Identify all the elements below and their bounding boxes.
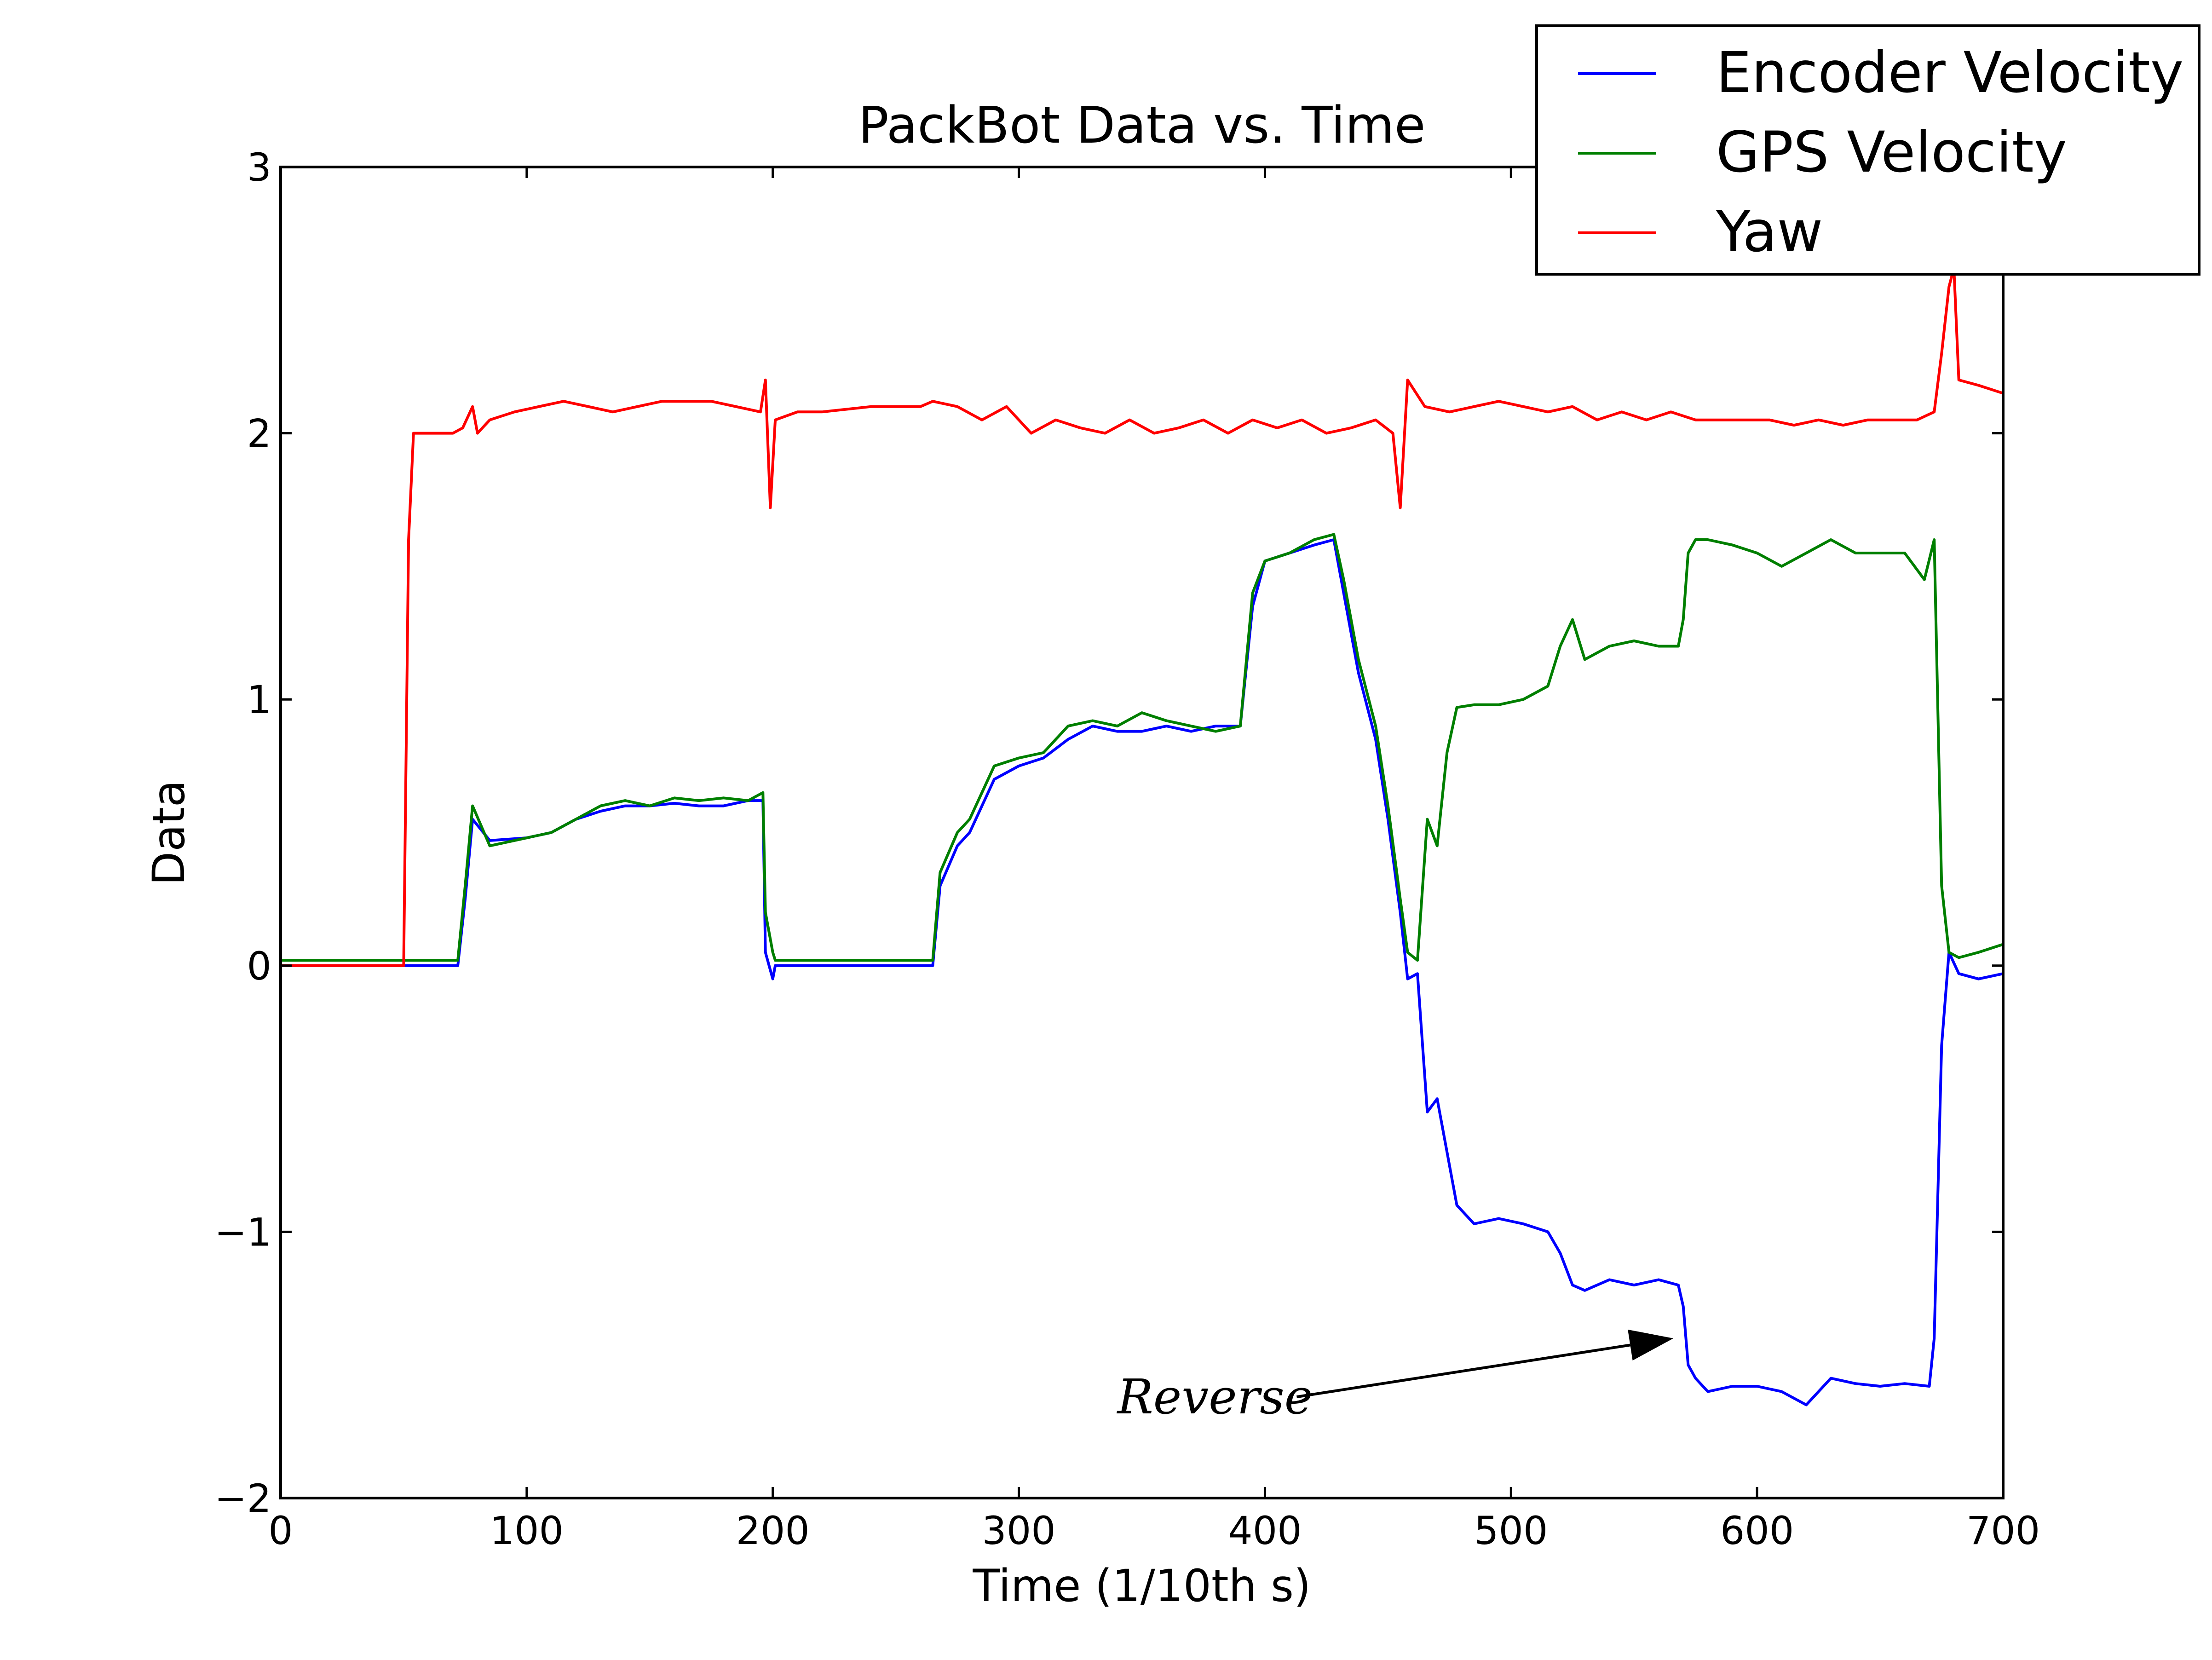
reverse-annotation: Reverse <box>1117 1329 1674 1425</box>
x-tick-label: 600 <box>1720 1508 1794 1553</box>
series-line-gps-velocity <box>281 533 2004 962</box>
y-tick-label: 1 <box>247 677 271 722</box>
reverse-arrow <box>1296 1343 1630 1399</box>
plot-area <box>281 167 2003 1498</box>
series-layer <box>281 266 2004 1406</box>
x-tick-label: 200 <box>736 1508 810 1553</box>
legend: Encoder Velocity GPS Velocity Yaw <box>1535 24 2200 276</box>
x-axis: 0 100 200 300 400 500 600 700 <box>268 167 2040 1553</box>
x-tick-label: 300 <box>982 1508 1055 1553</box>
x-tick-label: 0 <box>268 1508 293 1553</box>
series-line-encoder-velocity <box>281 538 2004 1406</box>
y-tick-label: 2 <box>247 411 271 456</box>
x-tick-label: 500 <box>1474 1508 1548 1553</box>
reverse-arrow-head <box>1628 1329 1674 1361</box>
chart-title: PackBot Data vs. Time <box>858 96 1426 155</box>
series-line-yaw <box>281 266 2004 967</box>
y-axis-label: Data <box>143 780 195 885</box>
legend-label-encoder-velocity: Encoder Velocity <box>1716 40 2183 105</box>
x-axis-label: Time (1/10th s) <box>973 1560 1311 1612</box>
x-tick-label: 700 <box>1966 1508 2040 1553</box>
plot-frame <box>279 166 2005 1499</box>
y-tick-label: −2 <box>214 1476 271 1521</box>
legend-label-gps-velocity: GPS Velocity <box>1716 120 2067 185</box>
x-tick-label: 100 <box>490 1508 564 1553</box>
reverse-annotation-label: Reverse <box>1117 1369 1313 1425</box>
y-tick-label: 0 <box>247 944 271 989</box>
y-tick-label: 3 <box>247 145 271 190</box>
y-tick-label: −1 <box>214 1210 271 1255</box>
y-axis: −2 −1 0 1 2 3 <box>214 145 2003 1521</box>
legend-label-yaw: Yaw <box>1716 199 1823 265</box>
x-tick-label: 400 <box>1228 1508 1302 1553</box>
